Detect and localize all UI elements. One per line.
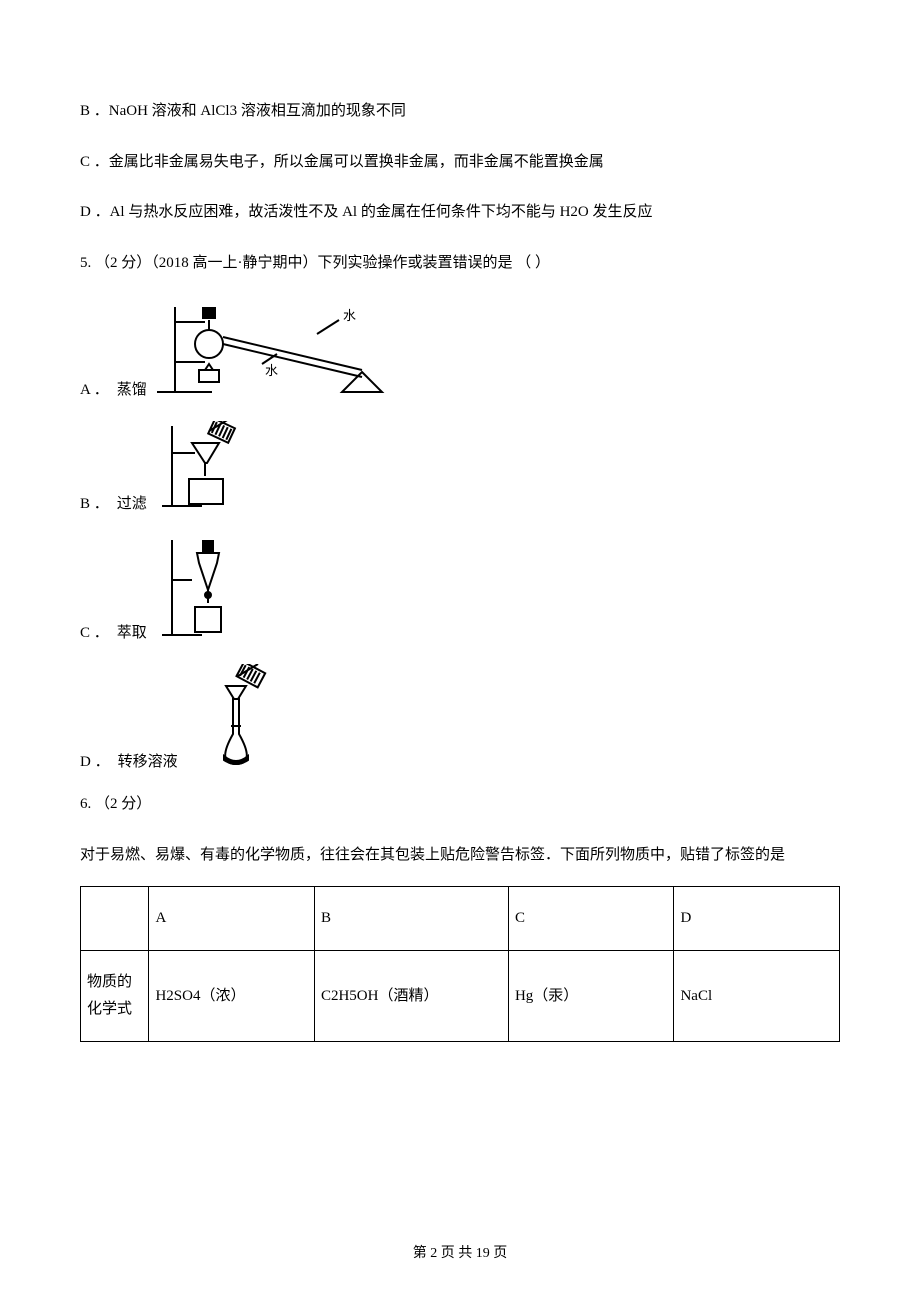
header-cell-empty [81, 887, 149, 951]
distillation-diagram: 水 水 [157, 302, 427, 397]
cell-a-formula: H2SO4（浓） [149, 951, 314, 1042]
option-5d: D ． 转移溶液 [80, 664, 840, 771]
option-5a: A ． 蒸馏 [80, 302, 840, 399]
option-5c: C ． 萃取 [80, 535, 840, 642]
filtration-diagram [157, 421, 252, 511]
extraction-diagram [157, 535, 242, 640]
cell-b-formula: C2H5OH（酒精） [314, 951, 508, 1042]
option-c-text: C ．金属比非金属易失电子，所以金属可以置换非金属，而非金属不能置换金属 [80, 151, 840, 174]
cell-c-formula: Hg（汞） [508, 951, 673, 1042]
svg-text:水: 水 [265, 363, 278, 378]
option-5c-text: 萃取 [117, 621, 147, 642]
question-6-desc: 对于易燃、易爆、有毒的化学物质，往往会在其包装上贴危险警告标签．下面所列物质中，… [80, 844, 840, 867]
page-footer: 第 2 页 共 19 页 [0, 1242, 920, 1262]
svg-text:水: 水 [343, 308, 356, 323]
header-cell-c: C [508, 887, 673, 951]
option-5c-label: C ． [80, 621, 109, 642]
option-5b-label: B ． [80, 492, 109, 513]
table-header-row: A B C D [81, 887, 840, 951]
substance-table: A B C D 物质的 化学式 H2SO4（浓） C2H5OH（酒精） Hg（汞… [80, 886, 840, 1042]
option-5d-text: 转移溶液 [118, 750, 178, 771]
option-5b-text: 过滤 [117, 492, 147, 513]
header-cell-b: B [314, 887, 508, 951]
header-cell-d: D [674, 887, 840, 951]
transfer-diagram [188, 664, 283, 769]
option-5a-label: A ． [80, 378, 109, 399]
option-5b: B ． 过滤 [80, 421, 840, 513]
option-5d-label: D ． [80, 750, 110, 771]
option-5a-text: 蒸馏 [117, 378, 147, 399]
row-label-formula: 物质的 化学式 [81, 951, 149, 1042]
option-d-text: D ．Al 与热水反应困难，故活泼性不及 Al 的金属在任何条件下均不能与 H2… [80, 201, 840, 224]
question-6-text: 6. （2 分） [80, 793, 840, 816]
cell-d-formula: NaCl [674, 951, 840, 1042]
header-cell-a: A [149, 887, 314, 951]
option-b-text: B ．NaOH 溶液和 AlCl3 溶液相互滴加的现象不同 [80, 100, 840, 123]
question-5-text: 5. （2 分）（2018 高一上·静宁期中）下列实验操作或装置错误的是 （ ） [80, 252, 840, 275]
table-row-formula: 物质的 化学式 H2SO4（浓） C2H5OH（酒精） Hg（汞） NaCl [81, 951, 840, 1042]
